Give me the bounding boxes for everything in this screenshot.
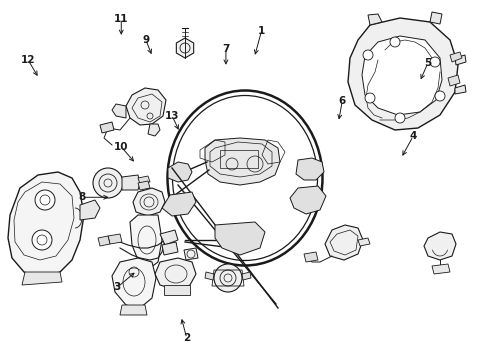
Circle shape	[362, 50, 372, 60]
Text: 6: 6	[338, 96, 345, 106]
Polygon shape	[148, 124, 160, 136]
Polygon shape	[204, 138, 280, 185]
Polygon shape	[8, 172, 84, 278]
Polygon shape	[447, 75, 459, 86]
Polygon shape	[431, 264, 449, 274]
Text: 4: 4	[408, 131, 416, 141]
Circle shape	[93, 168, 123, 198]
Polygon shape	[80, 200, 100, 220]
Polygon shape	[357, 238, 369, 246]
Polygon shape	[325, 225, 362, 260]
Polygon shape	[130, 215, 162, 268]
Polygon shape	[122, 175, 140, 190]
Polygon shape	[304, 252, 317, 262]
Polygon shape	[112, 258, 156, 308]
Polygon shape	[155, 258, 196, 290]
Polygon shape	[138, 181, 150, 190]
Polygon shape	[162, 242, 178, 255]
Circle shape	[214, 264, 242, 292]
Polygon shape	[176, 38, 193, 58]
Polygon shape	[138, 176, 150, 184]
Circle shape	[429, 57, 439, 67]
Polygon shape	[108, 234, 122, 244]
Polygon shape	[168, 162, 192, 182]
Text: 3: 3	[114, 282, 121, 292]
Polygon shape	[162, 192, 196, 216]
Polygon shape	[120, 305, 147, 315]
Circle shape	[364, 93, 374, 103]
Polygon shape	[429, 12, 441, 24]
Text: 10: 10	[114, 142, 128, 152]
Polygon shape	[100, 122, 114, 133]
Polygon shape	[215, 222, 264, 255]
Polygon shape	[454, 85, 465, 94]
Text: 11: 11	[114, 14, 128, 24]
Polygon shape	[22, 272, 62, 285]
Text: 8: 8	[79, 192, 85, 202]
Polygon shape	[160, 230, 178, 245]
Polygon shape	[289, 186, 325, 214]
Polygon shape	[449, 52, 461, 62]
Polygon shape	[133, 188, 164, 216]
Polygon shape	[112, 104, 126, 118]
Circle shape	[434, 91, 444, 101]
Text: 13: 13	[164, 111, 179, 121]
Polygon shape	[242, 272, 250, 280]
Circle shape	[389, 37, 399, 47]
Polygon shape	[347, 18, 457, 130]
Polygon shape	[423, 232, 455, 260]
Polygon shape	[126, 88, 165, 125]
Polygon shape	[98, 236, 110, 246]
Polygon shape	[183, 248, 198, 260]
Text: 12: 12	[21, 55, 36, 66]
Polygon shape	[204, 272, 214, 280]
Text: 5: 5	[424, 58, 430, 68]
Polygon shape	[454, 55, 465, 65]
Polygon shape	[295, 158, 324, 180]
Text: 1: 1	[258, 26, 264, 36]
Polygon shape	[367, 14, 381, 25]
Circle shape	[32, 230, 52, 250]
Polygon shape	[163, 285, 190, 295]
Text: 2: 2	[183, 333, 190, 343]
Circle shape	[35, 190, 55, 210]
Text: 7: 7	[222, 44, 229, 54]
Text: 9: 9	[142, 35, 149, 45]
Polygon shape	[361, 36, 441, 115]
Circle shape	[394, 113, 404, 123]
